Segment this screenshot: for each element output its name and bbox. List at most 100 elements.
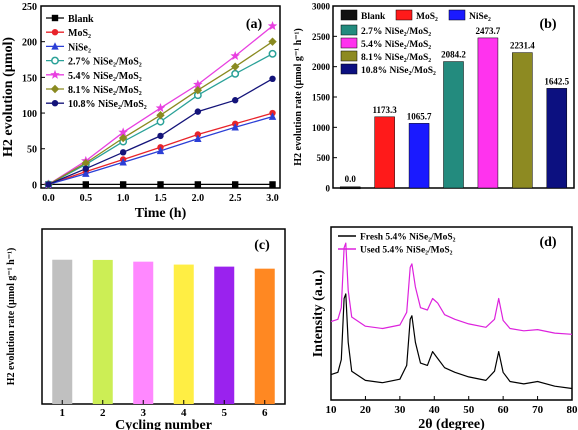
data-point xyxy=(118,133,128,143)
panel-d-xrd-chart: 10 20 30 40 50 60 70 80 2θ (degree) Intensity (a.… xyxy=(311,226,578,430)
x-tick-label: 3 xyxy=(141,407,147,419)
legend-swatch xyxy=(448,9,466,21)
legend-marker xyxy=(51,29,59,36)
legend-label: Used 5.4% NiSe₂/MoS₂ xyxy=(360,246,453,256)
y-tick-label: 1500 xyxy=(312,93,331,103)
y-tick-label: 250 xyxy=(22,2,37,13)
legend-swatch xyxy=(340,9,358,21)
bar-value-label: 1065.7 xyxy=(407,111,432,121)
bar-value-label: 0.0 xyxy=(345,174,357,184)
legend-label: 2.7% NiSe₂/MoS₂ xyxy=(361,27,431,37)
data-point xyxy=(156,111,165,120)
y-tick-label: 0 xyxy=(32,180,37,191)
plot-frame xyxy=(330,226,573,401)
legend-swatch xyxy=(340,50,358,62)
y-tick-label: 500 xyxy=(317,153,331,163)
data-point xyxy=(194,181,202,188)
x-tick-label: 1.5 xyxy=(154,193,167,204)
bar-3 xyxy=(443,61,464,189)
data-point xyxy=(231,69,240,78)
legend-label: NiSe₂ xyxy=(469,12,491,22)
bar-value-label: 1642.5 xyxy=(544,76,569,86)
data-point xyxy=(82,165,90,172)
x-tick-label: 5 xyxy=(222,407,228,419)
y-axis-label: Intensity (a.u.) xyxy=(311,269,326,357)
bar-4 xyxy=(214,266,235,404)
panel-label: (d) xyxy=(539,235,556,250)
x-tick-label: 80 xyxy=(567,404,578,416)
bar-value-label: 2231.4 xyxy=(510,41,535,51)
data-point xyxy=(119,149,127,156)
bar-value-label: 2473.7 xyxy=(476,26,501,36)
data-point xyxy=(118,127,128,137)
panel-label: (c) xyxy=(254,238,270,253)
data-point xyxy=(230,50,240,61)
y-tick-label: 200 xyxy=(22,38,37,49)
data-point xyxy=(119,158,127,166)
data-point xyxy=(156,146,165,155)
data-point xyxy=(82,169,90,177)
plot-frame xyxy=(41,228,286,405)
legend-label: 10.8% NiSe₂/MoS₂ xyxy=(68,99,147,110)
data-point xyxy=(267,20,278,31)
data-point xyxy=(193,86,203,95)
data-point xyxy=(194,108,202,115)
data-point xyxy=(157,181,164,188)
legend-marker xyxy=(51,14,59,22)
legend-marker xyxy=(51,42,59,50)
bar-2 xyxy=(133,261,154,404)
legend-label: Blank xyxy=(68,14,94,25)
y-axis-label: H2 evolution rate (µmol g⁻¹ h⁻¹) xyxy=(293,28,304,166)
x-tick-label: 40 xyxy=(429,404,441,416)
bar-3 xyxy=(173,264,194,404)
data-point xyxy=(231,97,239,104)
panel-label: (a) xyxy=(246,17,263,32)
legend-label: 10.8% NiSe₂/MoS₂ xyxy=(361,66,436,76)
legend-swatch xyxy=(340,24,358,36)
x-tick-label: 2 xyxy=(100,407,106,419)
x-tick-label: 4 xyxy=(181,407,187,419)
bar-2 xyxy=(408,123,430,189)
bar-6 xyxy=(546,88,568,189)
legend-label: MoS₂ xyxy=(416,12,438,22)
y-tick-label: 150 xyxy=(22,73,37,84)
legend-marker xyxy=(50,84,60,94)
y-tick-label: 2500 xyxy=(312,32,331,42)
x-tick-label: 0.0 xyxy=(42,193,55,204)
data-point xyxy=(194,131,202,138)
bar-0 xyxy=(52,259,73,404)
x-tick-label: 60 xyxy=(498,404,510,416)
data-point xyxy=(155,103,166,113)
x-tick-label: 2.5 xyxy=(229,193,242,204)
legend-label: Blank xyxy=(361,12,386,22)
legend-label: MoS₂ xyxy=(68,28,91,39)
x-tick-label: 30 xyxy=(394,404,406,416)
legend-label: NiSe₂ xyxy=(68,42,91,53)
y-axis-label: H2 evolution (µmol) xyxy=(1,37,16,157)
bar-5 xyxy=(512,52,533,189)
legend-swatch xyxy=(340,37,358,49)
y-tick-label: 2000 xyxy=(312,62,331,72)
y-tick-label: 3000 xyxy=(312,2,331,12)
bar-value-label: 2084.2 xyxy=(441,50,466,60)
bar-value-label: 1173.3 xyxy=(373,105,398,115)
panel-b-bar-chart: 0 500 1000 1500 2000 2500 3000 H2 evolution rat… xyxy=(293,2,575,194)
y-tick-label: 0 xyxy=(326,184,331,194)
x-tick-label: 3.0 xyxy=(266,193,279,204)
data-point xyxy=(82,181,90,188)
legend-label: 8.1% NiSe₂/MoS₂ xyxy=(361,53,431,63)
x-tick-label: 20 xyxy=(360,404,372,416)
panel-a-line-chart: 0.0 0.5 1.0 1.5 2.0 2.5 3.0 0 50 100 150 200 250 Time… xyxy=(1,2,281,221)
data-point xyxy=(231,123,239,131)
data-point xyxy=(193,79,203,89)
legend-label: 5.4% NiSe₂/MoS₂ xyxy=(68,71,142,82)
panel-label: (b) xyxy=(539,17,556,32)
panel-c-bar-chart: H2 evolution rate (µmol g⁻¹ h⁻¹) Cycling … xyxy=(6,228,286,430)
legend-swatch xyxy=(340,63,358,75)
y-tick-label: 1000 xyxy=(312,123,331,133)
x-tick-label: 2.0 xyxy=(192,193,205,204)
y-tick-label: 50 xyxy=(27,145,37,156)
x-axis-label: Cycling number xyxy=(115,418,212,430)
bar-5 xyxy=(254,268,275,404)
